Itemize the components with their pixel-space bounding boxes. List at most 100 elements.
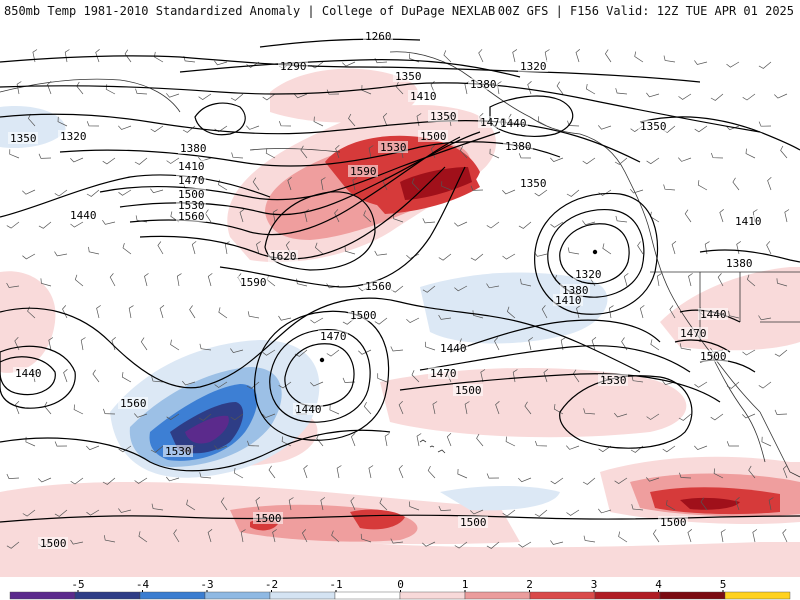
wind-barb bbox=[575, 49, 581, 63]
wind-barb bbox=[350, 497, 356, 511]
contour-label-bg bbox=[638, 120, 668, 132]
wind-barb bbox=[774, 93, 788, 99]
wind-barb bbox=[16, 81, 22, 95]
color-scale-swatch bbox=[334, 591, 401, 600]
contour-label-bg bbox=[418, 130, 448, 142]
contour-label-bg bbox=[176, 174, 206, 186]
contour-label: 1320 bbox=[60, 130, 87, 143]
wind-barb bbox=[761, 436, 772, 447]
contour-label: 1410 bbox=[178, 160, 205, 173]
wind-barb bbox=[240, 529, 246, 543]
wind-barb bbox=[278, 315, 292, 321]
wind-barb bbox=[358, 349, 372, 355]
wind-barb bbox=[534, 189, 548, 197]
wind-barb bbox=[176, 273, 182, 287]
wind-barb bbox=[128, 305, 134, 319]
wind-barb bbox=[459, 145, 468, 159]
contour-label: 1530 bbox=[380, 141, 407, 154]
wind-barb bbox=[784, 209, 790, 223]
wind-barb bbox=[476, 433, 484, 447]
contour-label: 1350 bbox=[520, 177, 547, 190]
wind-barb bbox=[541, 305, 548, 319]
wind-barb bbox=[166, 157, 180, 164]
wind-barb bbox=[220, 497, 228, 511]
wind-barb bbox=[102, 157, 116, 165]
contour-label-bg bbox=[176, 160, 206, 172]
wind-barb bbox=[776, 278, 788, 287]
wind-barb bbox=[247, 311, 260, 319]
wind-barb bbox=[697, 180, 708, 191]
wind-barb bbox=[218, 307, 228, 319]
color-scale-swatch bbox=[204, 591, 271, 600]
contour-low-west-2 bbox=[0, 345, 76, 409]
wind-barb bbox=[586, 83, 596, 95]
wind-barb bbox=[22, 253, 36, 260]
wind-barb bbox=[646, 157, 660, 165]
contour-low-center bbox=[284, 343, 355, 407]
color-scale-swatch bbox=[464, 591, 531, 600]
wind-barb bbox=[652, 529, 660, 543]
wind-barb bbox=[615, 215, 628, 223]
wind-barb bbox=[140, 337, 148, 351]
wind-barb bbox=[543, 369, 548, 383]
wind-barb bbox=[374, 317, 388, 325]
wind-barb bbox=[694, 445, 708, 451]
us-west-coast bbox=[649, 231, 761, 413]
wind-barb bbox=[272, 209, 278, 223]
wind-barb bbox=[494, 337, 500, 351]
wind-barb bbox=[166, 476, 180, 482]
wind-barb bbox=[54, 189, 68, 197]
contour-label: 1500 bbox=[460, 516, 487, 529]
wind-barb bbox=[230, 348, 244, 354]
wind-barb bbox=[377, 373, 388, 383]
wind-barb bbox=[150, 188, 164, 194]
contour-label-bg bbox=[13, 367, 43, 379]
warm-extreme-jet bbox=[400, 167, 472, 200]
wind-barb bbox=[9, 149, 20, 159]
wind-barbs bbox=[6, 49, 790, 549]
color-scale-tick-label: -2 bbox=[265, 578, 278, 591]
contour-low-center-2 bbox=[269, 329, 371, 423]
wind-barb bbox=[472, 310, 484, 319]
wind-barb bbox=[207, 273, 213, 287]
contour-1350-north bbox=[0, 82, 761, 133]
wind-barb bbox=[95, 49, 100, 63]
wind-barb bbox=[441, 181, 452, 191]
contour-label: 1560 bbox=[365, 280, 392, 293]
contour-label: 1500 bbox=[420, 130, 447, 143]
wind-barb bbox=[732, 177, 740, 191]
wind-barb bbox=[424, 341, 436, 351]
contour-label: 1440 bbox=[440, 342, 467, 355]
wind-barb bbox=[255, 497, 261, 511]
color-scale-swatch bbox=[269, 591, 336, 600]
wind-barb bbox=[726, 61, 740, 68]
color-scale-swatch bbox=[724, 591, 791, 600]
wind-barb bbox=[278, 120, 292, 127]
wind-barb bbox=[80, 337, 86, 351]
wind-barb bbox=[671, 241, 677, 255]
contour-label-bg bbox=[724, 257, 754, 269]
wind-barb bbox=[489, 148, 500, 159]
contour-label: 1440 bbox=[15, 367, 42, 380]
wind-barb bbox=[411, 178, 420, 191]
wind-barb bbox=[118, 125, 132, 130]
wind-barb bbox=[550, 157, 564, 163]
contour-label: 1440 bbox=[70, 209, 97, 222]
contour-label: 1530 bbox=[600, 374, 627, 387]
wind-barb bbox=[166, 413, 180, 421]
wind-barb bbox=[663, 55, 676, 63]
wind-barb bbox=[726, 441, 739, 447]
wind-barb bbox=[583, 535, 596, 543]
wind-barb bbox=[409, 501, 420, 511]
wind-barb bbox=[111, 337, 116, 351]
wind-barb bbox=[443, 50, 452, 63]
contour-label: 1410 bbox=[555, 294, 582, 307]
wind-barb bbox=[73, 404, 84, 415]
wind-barb bbox=[411, 370, 420, 383]
cold-extreme-subtropics bbox=[185, 415, 229, 444]
contour-label: 1500 bbox=[255, 512, 282, 525]
wind-barb bbox=[144, 273, 149, 287]
wind-barb bbox=[118, 189, 132, 196]
wind-barb bbox=[745, 148, 756, 159]
wind-barb bbox=[634, 51, 644, 63]
